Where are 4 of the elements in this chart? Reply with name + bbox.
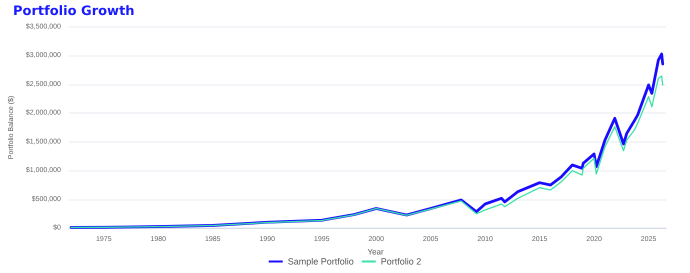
x-axis-title: Year: [367, 247, 384, 256]
legend-label: Sample Portfolio: [288, 256, 354, 266]
chart-title: Portfolio Growth: [13, 4, 135, 19]
legend-label: Portfolio 2: [380, 256, 422, 266]
